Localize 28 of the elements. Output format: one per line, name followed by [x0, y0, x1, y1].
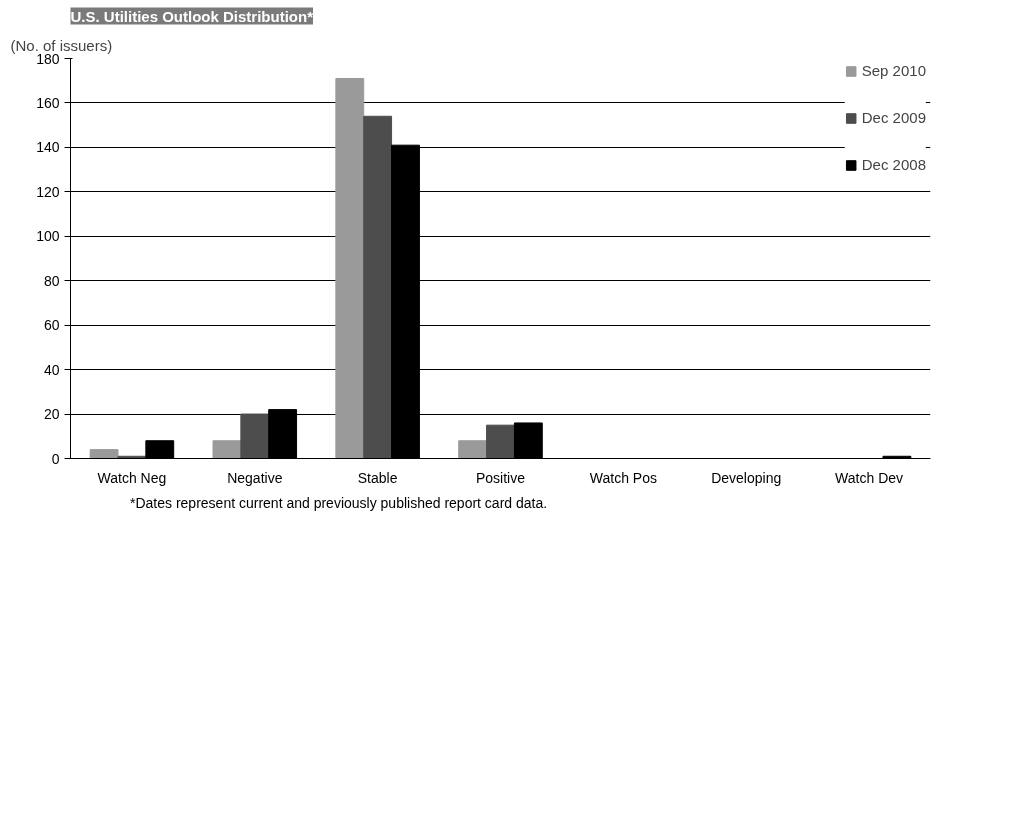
y-tick-label: 20	[43, 406, 60, 423]
bar	[363, 115, 393, 459]
x-tick-label: Developing	[711, 469, 782, 486]
x-tick-label: Positive	[475, 469, 526, 486]
x-tick-label: Watch Pos	[589, 469, 657, 486]
bar	[89, 449, 119, 459]
legend-label: Sep 2010	[861, 62, 926, 79]
bar	[335, 78, 365, 459]
x-tick-label: Watch Dev	[835, 469, 904, 486]
y-tick-label: 100	[36, 228, 60, 245]
text: *Dates represent current and previously published report card data.	[130, 494, 548, 513]
bar	[212, 440, 242, 459]
legend-label: Dec 2009	[861, 109, 926, 126]
x-tick-label: Negative	[227, 469, 283, 486]
y-tick-label: 40	[43, 361, 60, 378]
y-tick-label: 160	[36, 94, 60, 111]
bar	[486, 424, 515, 459]
chart-title: U.S. Utilities Outlook Distribution*	[70, 7, 314, 25]
y-tick-label: 0	[51, 450, 60, 467]
bar	[240, 413, 270, 459]
y-tick-label: 80	[43, 272, 60, 289]
y-tick-label: 120	[36, 183, 60, 200]
legend-label: Dec 2008	[861, 156, 926, 173]
x-tick-label: Stable	[357, 469, 398, 486]
y-tick-label: 60	[43, 317, 60, 334]
bar	[458, 440, 488, 459]
x-tick-label: Watch Neg	[97, 469, 167, 486]
y-tick-label: 140	[36, 139, 60, 156]
